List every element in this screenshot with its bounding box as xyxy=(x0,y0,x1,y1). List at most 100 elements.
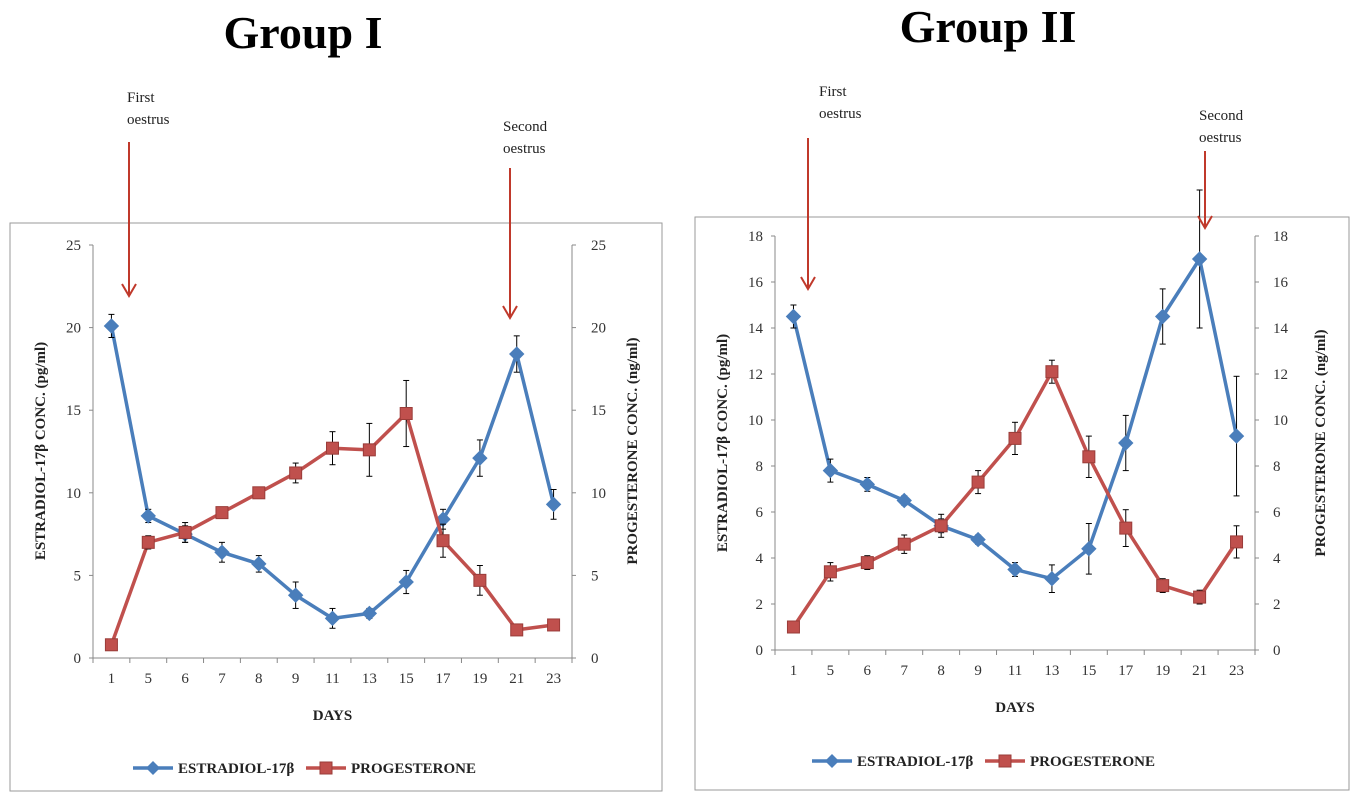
y-tick-label-right: 0 xyxy=(1273,643,1281,659)
data-point-progesterone xyxy=(289,466,303,480)
x-tick-label: 11 xyxy=(325,671,339,687)
legend-label-progesterone: PROGESTERONE xyxy=(1030,754,1155,770)
y-tick-label-left: 25 xyxy=(66,238,81,254)
x-tick-label: 23 xyxy=(1229,663,1244,679)
oestrus-annotation: oestrus xyxy=(127,112,170,128)
y-axis-label-left: ESTRADIOL-17β CONC. (pg/ml) xyxy=(715,334,731,552)
data-point-estradiol xyxy=(1044,570,1060,587)
data-point-progesterone xyxy=(252,486,266,500)
y-tick-label-right: 6 xyxy=(1273,505,1281,521)
data-point-progesterone xyxy=(473,573,487,587)
y-tick-label-right: 18 xyxy=(1273,229,1288,245)
data-point-estradiol xyxy=(324,610,341,627)
data-point-progesterone xyxy=(326,441,339,455)
data-point-progesterone xyxy=(1082,450,1096,464)
x-tick-label: 11 xyxy=(1008,663,1022,679)
oestrus-annotation: oestrus xyxy=(503,141,546,157)
x-tick-label: 7 xyxy=(218,671,226,687)
data-point-estradiol xyxy=(1154,308,1171,325)
x-tick-label: 1 xyxy=(790,663,798,679)
y-tick-label-right: 16 xyxy=(1273,275,1289,291)
x-tick-label: 21 xyxy=(509,671,524,687)
y-tick-label-left: 18 xyxy=(748,229,763,245)
x-tick-label: 5 xyxy=(145,671,153,687)
y-tick-label-left: 5 xyxy=(74,568,82,584)
data-point-estradiol xyxy=(896,492,912,509)
data-point-progesterone xyxy=(1230,535,1244,549)
y-tick-label-right: 25 xyxy=(591,238,606,254)
y-tick-label-right: 15 xyxy=(591,403,606,419)
data-point-estradiol xyxy=(970,531,986,548)
x-tick-label: 9 xyxy=(292,671,300,687)
oestrus-arrow-head xyxy=(502,305,518,320)
data-point-estradiol xyxy=(214,544,230,560)
data-point-estradiol xyxy=(509,346,525,362)
y-axis-label-right: PROGESTERONE CONC. (ng/ml) xyxy=(625,337,641,564)
x-tick-label: 23 xyxy=(546,671,561,687)
data-point-estradiol xyxy=(1228,428,1245,444)
legend-label-progesterone: PROGESTERONE xyxy=(351,761,476,777)
x-axis-label: DAYS xyxy=(995,700,1034,716)
oestrus-arrow-head xyxy=(1197,215,1213,230)
data-point-estradiol xyxy=(472,450,488,466)
data-point-progesterone xyxy=(934,519,948,533)
data-point-estradiol xyxy=(140,508,156,524)
y-tick-label-left: 0 xyxy=(74,651,82,667)
data-point-progesterone xyxy=(215,506,229,520)
oestrus-annotation: Second xyxy=(503,119,548,135)
x-tick-label: 6 xyxy=(864,663,872,679)
data-point-progesterone xyxy=(897,537,911,551)
y-tick-label-right: 10 xyxy=(591,486,606,502)
x-tick-label: 17 xyxy=(1118,663,1134,679)
x-tick-label: 17 xyxy=(436,671,452,687)
data-point-estradiol xyxy=(545,496,562,513)
y-tick-label-right: 14 xyxy=(1273,321,1289,337)
y-tick-label-left: 6 xyxy=(756,505,764,521)
x-tick-label: 9 xyxy=(974,663,982,679)
data-point-progesterone xyxy=(141,535,155,549)
series-line-progesterone xyxy=(792,369,1238,628)
x-tick-label: 13 xyxy=(1044,663,1059,679)
y-tick-label-left: 2 xyxy=(756,597,764,613)
oestrus-annotation: oestrus xyxy=(819,106,862,122)
data-point-estradiol xyxy=(822,462,839,479)
x-tick-label: 15 xyxy=(399,671,414,687)
series-line-estradiol xyxy=(109,325,556,621)
y-tick-label-left: 0 xyxy=(756,643,764,659)
data-point-progesterone xyxy=(1156,579,1170,593)
x-axis-label: DAYS xyxy=(313,708,352,724)
y-axis-label-left: ESTRADIOL-17β CONC. (pg/ml) xyxy=(33,342,49,560)
legend-label-estradiol: ESTRADIOL-17β xyxy=(178,761,294,777)
x-tick-label: 13 xyxy=(362,671,377,687)
oestrus-annotation: First xyxy=(127,90,155,106)
data-point-progesterone xyxy=(510,623,524,637)
oestrus-annotation: oestrus xyxy=(1199,130,1242,146)
y-tick-label-left: 12 xyxy=(748,367,763,383)
data-point-estradiol xyxy=(1007,561,1023,578)
data-point-progesterone xyxy=(436,534,450,548)
y-tick-label-right: 5 xyxy=(591,568,599,584)
data-point-estradiol xyxy=(287,587,304,603)
x-tick-label: 5 xyxy=(827,663,835,679)
data-point-progesterone xyxy=(860,556,874,570)
y-tick-label-left: 4 xyxy=(756,551,764,567)
y-tick-label-left: 14 xyxy=(748,321,764,337)
chart-frame xyxy=(694,216,1350,791)
data-point-progesterone xyxy=(1193,590,1207,604)
y-tick-label-left: 10 xyxy=(66,486,81,502)
y-tick-label-left: 16 xyxy=(748,275,764,291)
data-point-progesterone xyxy=(971,475,985,489)
legend-marker-estradiol xyxy=(825,754,839,768)
x-tick-label: 7 xyxy=(900,663,908,679)
legend-marker-progesterone xyxy=(319,761,333,775)
y-tick-label-left: 20 xyxy=(66,321,81,337)
y-tick-label-right: 12 xyxy=(1273,367,1288,383)
y-tick-label-right: 8 xyxy=(1273,459,1281,475)
x-tick-label: 19 xyxy=(472,671,487,687)
data-point-progesterone xyxy=(104,638,118,652)
data-point-estradiol xyxy=(785,308,802,325)
y-tick-label-left: 15 xyxy=(66,403,81,419)
data-point-progesterone xyxy=(823,565,837,579)
chart-title: Group II xyxy=(900,1,1077,52)
